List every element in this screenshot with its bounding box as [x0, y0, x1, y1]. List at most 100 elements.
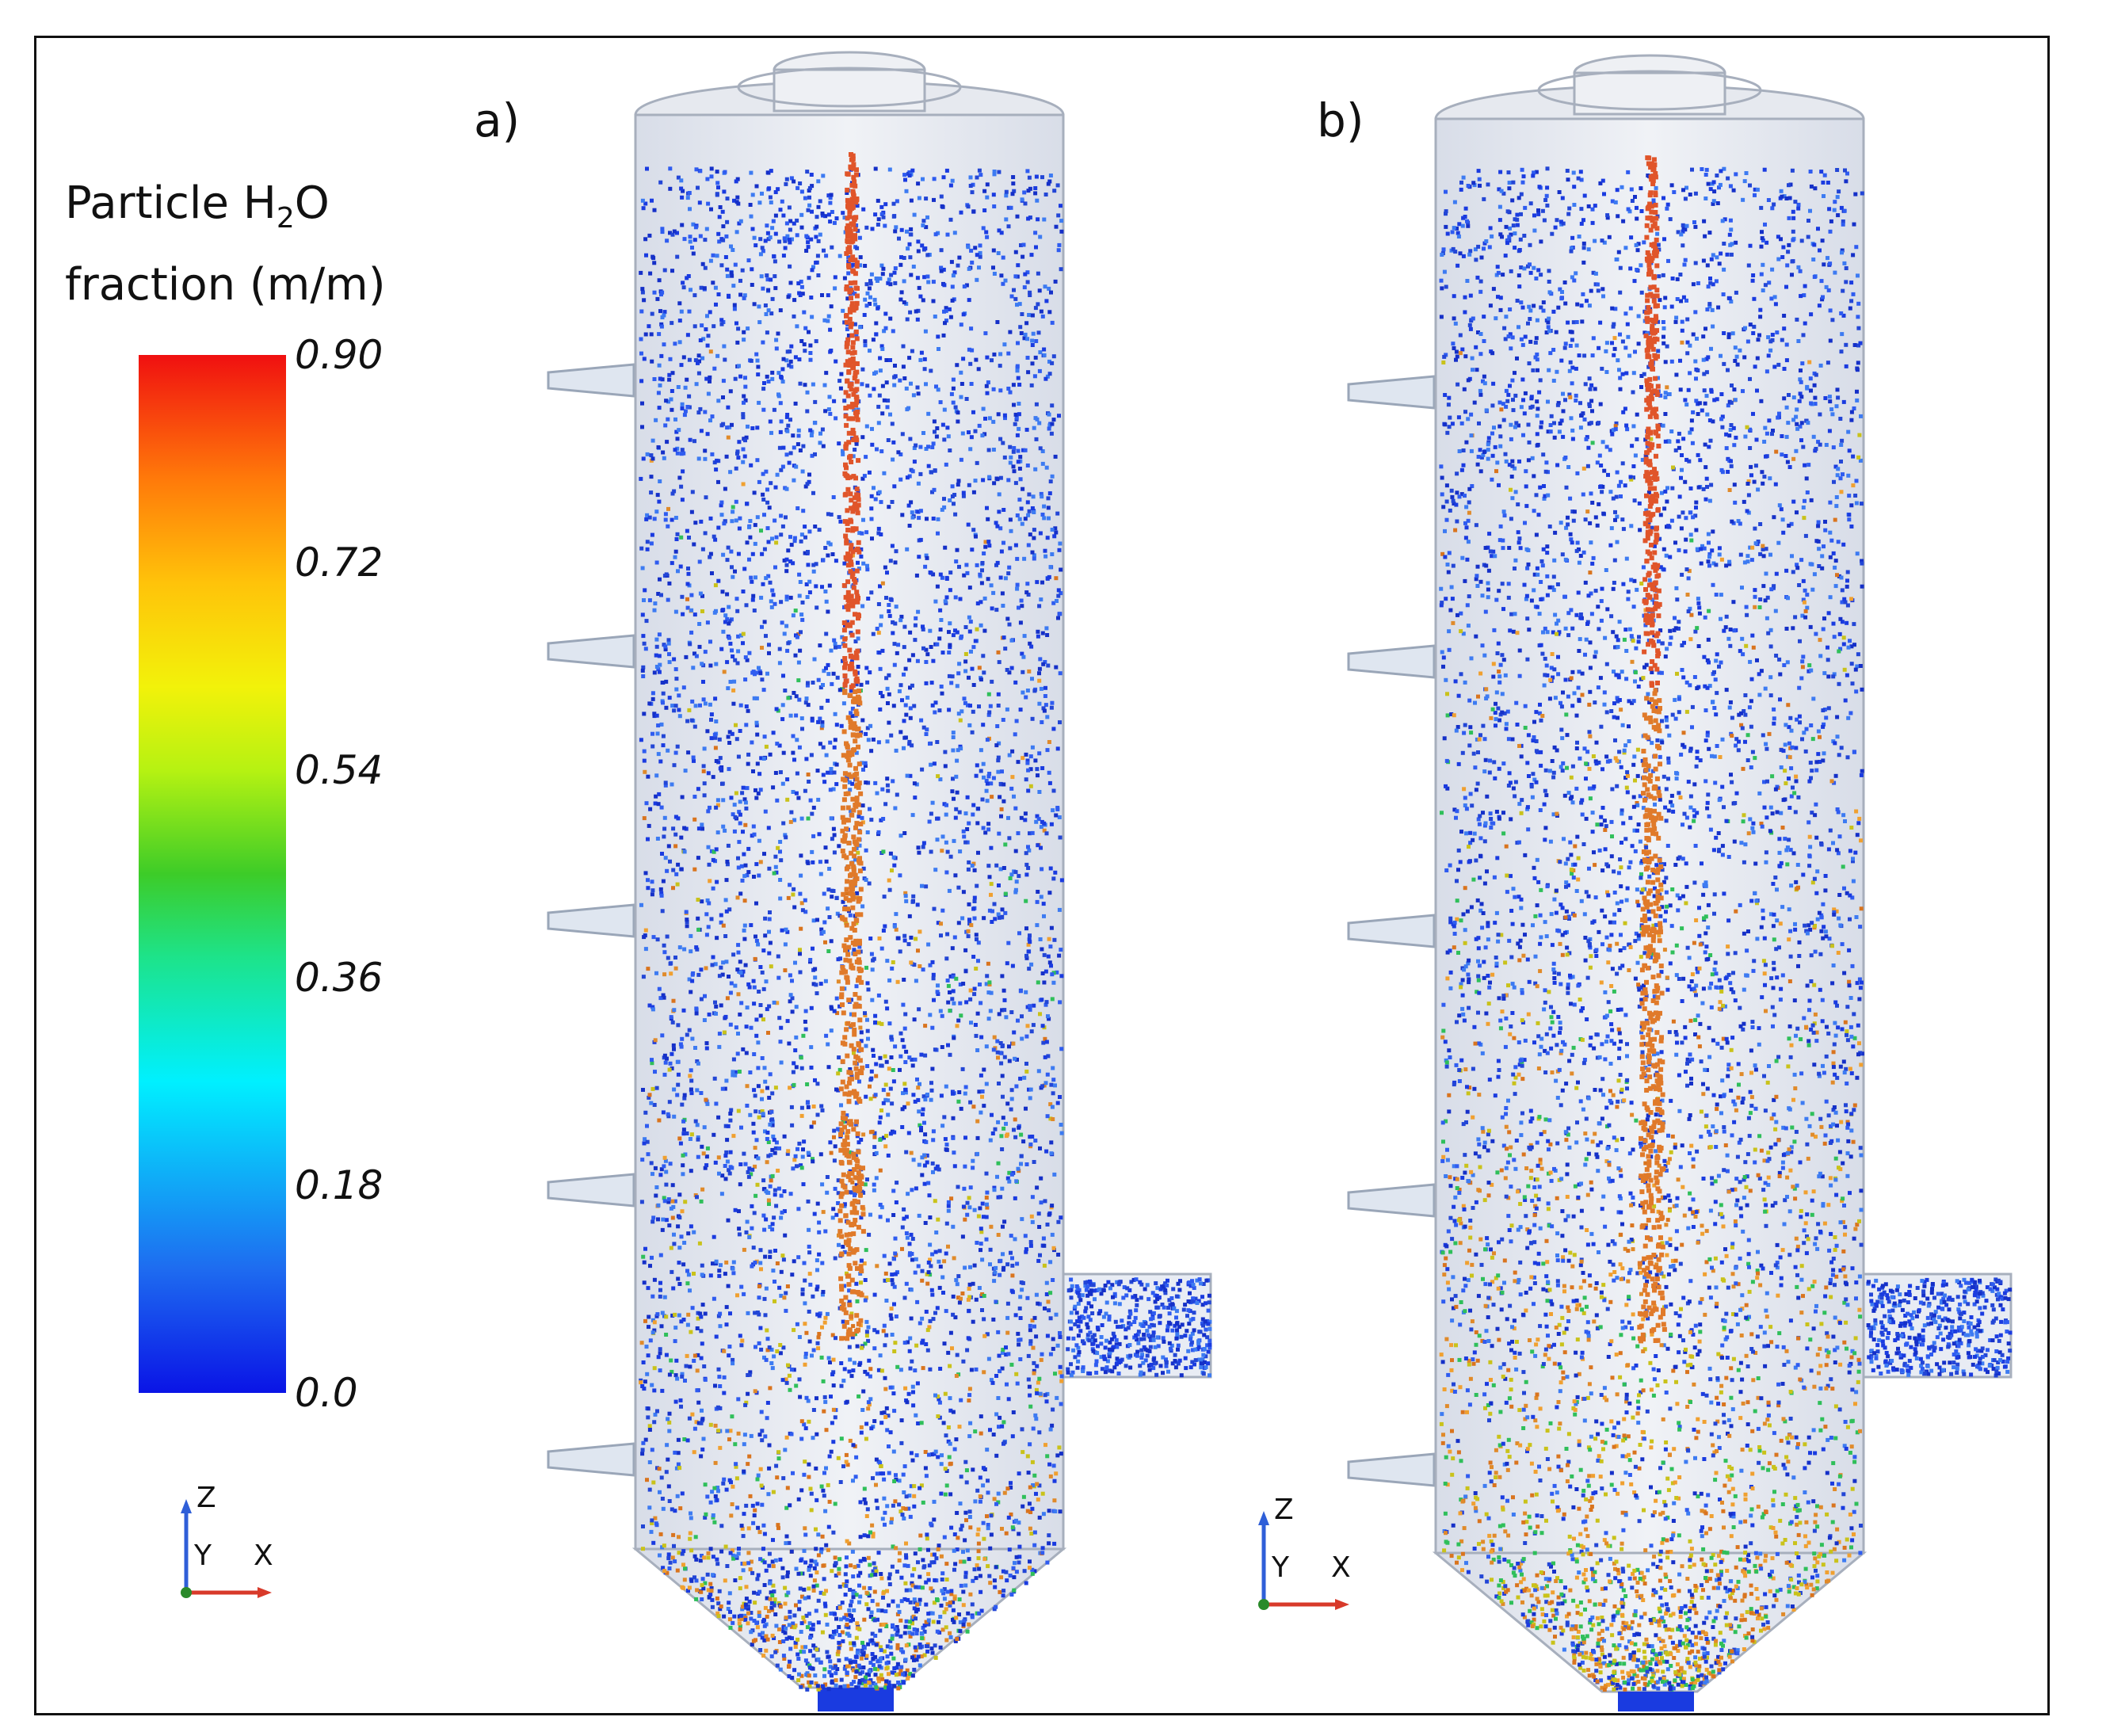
particle: [833, 1256, 837, 1261]
particle: [749, 1172, 754, 1177]
particle: [865, 726, 870, 731]
particle: [673, 956, 677, 960]
particle: [670, 371, 675, 376]
particle: [1010, 749, 1015, 754]
particle: [704, 495, 708, 500]
particle: [1027, 492, 1032, 497]
particle: [640, 1158, 645, 1162]
particle: [971, 1105, 976, 1109]
particle: [1026, 1353, 1031, 1358]
particle: [753, 523, 757, 528]
particle: [723, 1014, 728, 1019]
particle: [951, 377, 956, 382]
particle: [834, 1087, 838, 1092]
particle: [986, 380, 990, 385]
particle: [754, 1109, 758, 1114]
particle: [1056, 616, 1060, 620]
particle: [924, 647, 929, 652]
particle: [886, 788, 891, 793]
particle: [792, 1259, 796, 1264]
particle: [670, 1369, 674, 1374]
particle: [676, 1224, 681, 1229]
particle: [873, 212, 878, 217]
particle: [722, 1477, 727, 1482]
particle: [738, 516, 742, 521]
particle: [793, 609, 798, 613]
particle: [992, 172, 997, 177]
particle: [645, 166, 649, 171]
particle: [1003, 416, 1007, 421]
particle: [705, 314, 709, 319]
particle: [722, 1349, 727, 1353]
particle: [878, 356, 883, 361]
particle: [1058, 1331, 1062, 1335]
particle: [971, 955, 976, 959]
particle: [716, 1489, 720, 1494]
particle: [1009, 1485, 1013, 1490]
particle: [746, 326, 750, 331]
particle: [730, 1166, 734, 1170]
particle: [797, 572, 802, 577]
particle: [678, 564, 683, 569]
particle: [1037, 701, 1042, 706]
particle: [891, 329, 895, 334]
particle: [936, 1217, 940, 1222]
particle: [715, 1486, 720, 1490]
particle: [1049, 925, 1054, 930]
particle: [681, 1119, 686, 1124]
particle: [849, 1074, 854, 1078]
particle: [650, 1255, 654, 1260]
particle: [826, 319, 830, 323]
particle: [661, 1110, 666, 1115]
particle: [922, 1181, 927, 1186]
particle: [658, 1368, 662, 1373]
particle: [806, 860, 811, 865]
particle: [826, 906, 830, 911]
particle: [1032, 1371, 1036, 1375]
particle: [700, 356, 705, 361]
particle: [1012, 1030, 1017, 1035]
particle: [811, 1157, 815, 1162]
particle: [1051, 354, 1056, 359]
particle: [807, 195, 811, 200]
particle: [829, 1150, 834, 1155]
particle: [795, 1164, 799, 1169]
particle: [951, 1410, 956, 1414]
particle: [902, 831, 907, 835]
particle: [970, 260, 975, 265]
particle: [903, 1087, 908, 1092]
particle: [735, 1051, 740, 1056]
particle: [876, 404, 881, 409]
particle: [870, 1523, 875, 1528]
particle: [829, 767, 834, 771]
particle: [851, 1478, 855, 1483]
particle: [662, 826, 667, 831]
particle: [827, 395, 832, 399]
particle: [731, 1357, 735, 1362]
particle: [1059, 974, 1064, 979]
particle: [766, 1492, 771, 1497]
particle: [659, 353, 664, 358]
particle: [1059, 567, 1063, 572]
particle: [660, 1497, 665, 1501]
particle: [1017, 1520, 1021, 1525]
particle: [1032, 536, 1036, 540]
particle: [1021, 1494, 1026, 1499]
particle: [700, 261, 705, 266]
particle: [1043, 969, 1048, 974]
particle: [820, 1261, 825, 1265]
particle: [1047, 516, 1051, 521]
particle: [948, 621, 952, 626]
particle: [1013, 1135, 1018, 1139]
particle: [970, 730, 975, 734]
particle: [946, 1350, 951, 1355]
particle: [767, 866, 772, 871]
particle: [757, 1530, 762, 1535]
particle: [813, 525, 818, 528]
particle: [989, 892, 993, 897]
particle: [792, 1158, 797, 1162]
particle: [793, 1048, 798, 1053]
particle: [657, 499, 662, 504]
particle: [913, 1057, 918, 1062]
particle: [1035, 580, 1040, 585]
